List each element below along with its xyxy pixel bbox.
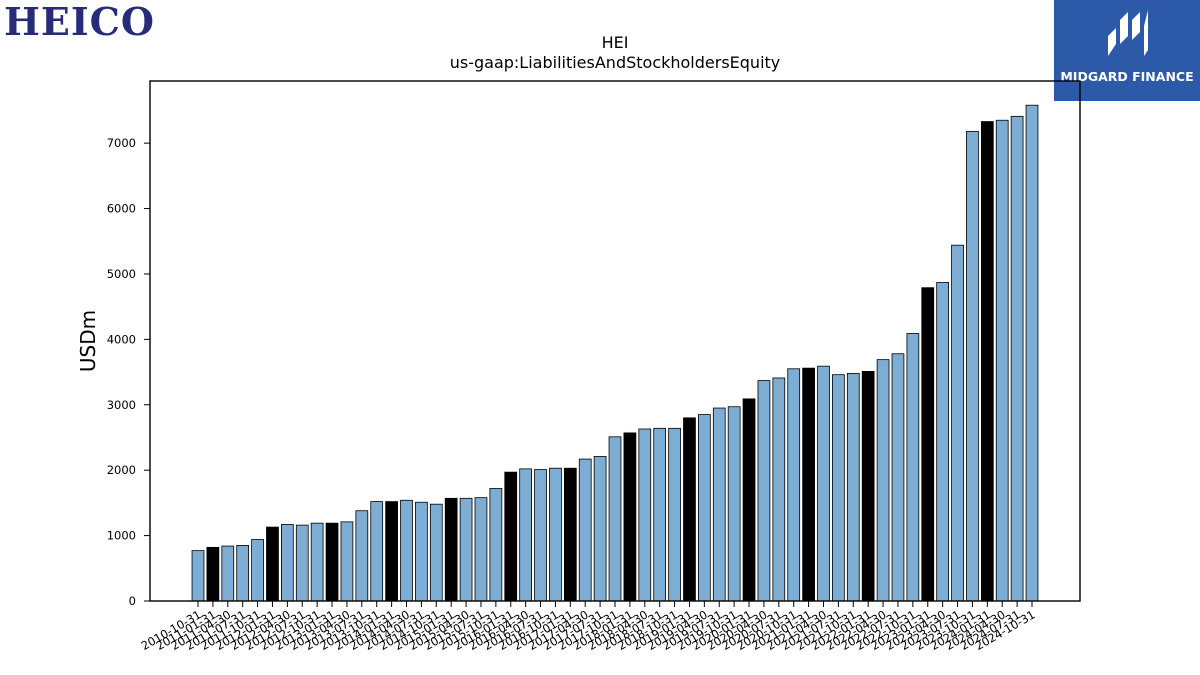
bar-2024-10-31 [1025,104,1039,602]
bar-2014-01-31 [385,501,398,602]
bar-2019-07-31 [712,407,726,602]
bar-2011-10-31 [251,539,264,602]
bar-2011-04-30 [221,545,235,602]
bar-2013-01-31 [325,522,339,602]
bar-2020-10-31 [787,368,801,602]
midgard-mark-icon [1108,10,1148,56]
bar-2013-04-30 [340,521,354,602]
bar-2022-01-31 [861,371,875,602]
bar-2016-10-31 [549,467,562,602]
y-tick-label: 6000 [107,202,136,216]
bar-2017-01-31 [563,467,577,602]
bar-2020-01-31 [742,398,756,602]
bar-2024-01-31 [980,121,994,602]
y-tick-label: 1000 [107,529,136,543]
bar-2023-07-31 [951,244,964,602]
bar-2015-01-31 [444,497,458,602]
y-tick-label: 5000 [107,267,136,281]
bar-2012-01-31 [266,526,279,602]
bar-2019-10-31 [727,406,741,602]
bar-2021-01-31 [802,367,815,602]
bar-2018-01-31 [623,432,637,602]
bar-2015-07-31 [474,497,488,602]
bar-2020-04-30 [757,380,771,602]
bar-2022-10-31 [906,333,920,602]
y-axis-label: USDm [76,310,100,372]
y-tick-label: 3000 [107,398,136,412]
bar-2014-04-30 [400,499,413,602]
chart-title: HEI [602,33,629,52]
bar-2015-04-30 [459,497,473,602]
bar-2021-10-31 [846,372,860,602]
bar-2023-04-30 [936,282,950,602]
bar-2016-04-30 [519,468,533,602]
bar-2021-04-30 [817,365,830,602]
bar-2024-04-30 [995,119,1009,602]
bar-2012-07-31 [295,524,309,602]
y-tick-label: 0 [129,594,136,608]
bar-2017-04-30 [578,458,592,602]
bar-2019-01-31 [683,417,696,602]
bar-2013-10-31 [370,501,384,602]
bar-2022-04-30 [876,359,890,602]
bar-2022-07-31 [891,353,905,602]
bar-2016-01-31 [504,471,518,602]
heico-logo-text: HEICO [4,2,155,42]
bar-2018-10-31 [668,427,681,602]
x-axis: 2010-10-312011-01-312011-04-302011-07-31… [139,601,1038,653]
plot-frame [149,80,1081,602]
midgard-finance-logo: MIDGARD FINANCE [1054,0,1200,101]
bar-2019-04-30 [698,414,711,602]
y-tick-label: 2000 [107,463,136,477]
midgard-finance-text: MIDGARD FINANCE [1060,69,1194,84]
bar-2024-07-31 [1010,115,1024,602]
bar-2014-07-31 [415,501,428,602]
bar-2017-10-31 [608,436,622,602]
bar-2015-10-31 [489,488,503,602]
bar-2020-07-31 [772,377,786,602]
chart-subtitle: us-gaap:LiabilitiesAndStockholdersEquity [450,53,781,72]
bar-2018-04-30 [638,428,652,602]
bar-2021-07-31 [832,374,845,602]
bar-2013-07-31 [355,510,369,602]
bar-2023-10-31 [966,130,979,602]
bar-2012-10-31 [310,522,324,602]
y-tick-label: 7000 [107,136,136,150]
bar-2018-07-31 [653,427,667,602]
bar-2011-07-31 [236,545,250,602]
bar-2012-04-30 [280,524,294,602]
bar-2011-01-31 [206,546,220,602]
bar-2016-07-31 [534,469,547,602]
heico-logo: HEICO [4,0,210,44]
bar-2010-10-31 [191,550,205,602]
y-axis: 0 1000 2000 3000 4000 5000 6000 7000 [107,136,150,608]
bar-2023-01-31 [921,287,935,602]
bar-2017-07-31 [593,456,607,602]
bars-group [191,104,1039,602]
y-tick-label: 4000 [107,332,136,346]
bar-2014-10-31 [429,503,443,602]
